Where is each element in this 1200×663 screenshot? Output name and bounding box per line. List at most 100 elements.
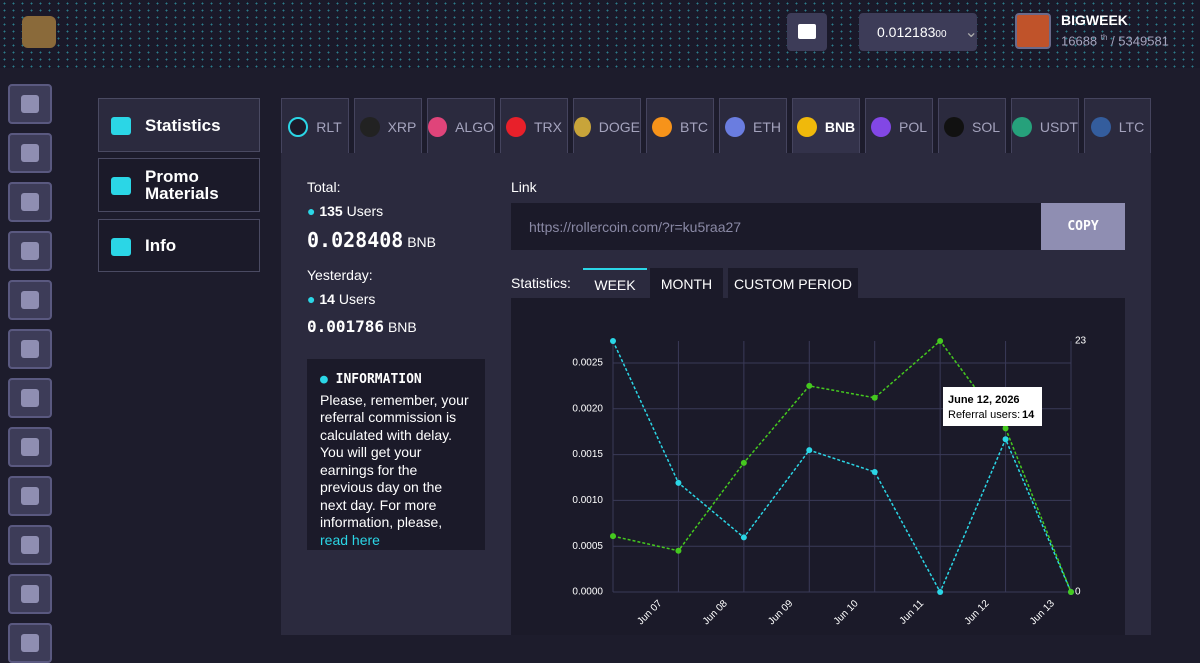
currency-tab[interactable]: BNB [792, 98, 860, 155]
y2-tick-label: 0 [1075, 587, 1081, 598]
currency-tab[interactable]: SOL [938, 98, 1006, 154]
coin-icon [428, 116, 448, 137]
x-tick-label: Jun 12 [963, 598, 992, 627]
avatar[interactable] [1015, 13, 1051, 49]
currency-tab[interactable]: TRX [500, 98, 568, 154]
coin-icon [870, 116, 891, 137]
coin-icon [1012, 116, 1032, 137]
icon [21, 95, 39, 113]
total-users: ● 135 Users [307, 203, 384, 219]
coin-icon [725, 116, 745, 137]
currency-tab[interactable]: LTC [1084, 98, 1151, 154]
data-point [1002, 425, 1009, 432]
logo[interactable] [22, 16, 56, 48]
total-unit: BNB [407, 234, 437, 250]
series-line [612, 339, 1072, 593]
data-point [610, 338, 616, 344]
username: BIGWEEK [1061, 12, 1128, 28]
information-box: ● INFORMATION Please, remember, your ref… [307, 359, 485, 550]
data-point [937, 589, 944, 595]
section-tab[interactable]: Statistics [98, 98, 260, 152]
yesterday-amount: 0.001786 BNB [307, 317, 417, 336]
currency-label: BTC [680, 118, 708, 135]
currency-tab[interactable]: BTC [646, 98, 714, 154]
data-point [806, 382, 813, 389]
coin-icon [506, 116, 526, 137]
data-point [1068, 589, 1074, 595]
nav-icon[interactable] [8, 476, 52, 516]
currency-tab[interactable]: XRP [354, 98, 422, 154]
data-point [806, 447, 813, 454]
nav-icon[interactable] [8, 525, 52, 565]
nav-icon[interactable] [8, 427, 52, 467]
series-line [612, 340, 1072, 594]
statistics-label: Statistics: [511, 275, 571, 291]
period-tab[interactable]: CUSTOM PERIOD [728, 268, 858, 299]
rank-total: / 5349581 [1111, 33, 1169, 49]
yesterday-users: ● 14 Users [307, 291, 376, 307]
currency-tab[interactable]: ALGO [427, 98, 495, 154]
period-tab[interactable]: WEEK [583, 268, 647, 299]
yesterday-amount-value: 0.001786 [307, 317, 385, 336]
x-tick-label: Jun 10 [832, 598, 861, 627]
currency-label: LTC [1118, 118, 1145, 135]
coin-icon [652, 116, 672, 137]
coin-icon [796, 117, 817, 137]
icon [21, 193, 39, 211]
information-link[interactable]: read here [320, 531, 380, 548]
tooltip-value: 14 [1022, 409, 1035, 421]
currency-tab[interactable]: DOGE [573, 98, 641, 154]
tab-icon [111, 117, 131, 135]
period-tab[interactable]: MONTH [650, 268, 723, 299]
tab-icon [111, 177, 131, 195]
yesterday-users-label: Users [338, 291, 376, 307]
tab-label: Info [145, 236, 177, 255]
x-tick-label: Jun 09 [766, 598, 795, 627]
tooltip-label: Referral users: [948, 409, 1020, 421]
nav-icon[interactable] [8, 623, 52, 663]
nav-icon[interactable] [8, 280, 52, 320]
y-tick-label: 0.0015 [572, 449, 603, 460]
tooltip [943, 387, 1042, 426]
data-point [937, 338, 944, 344]
header: 0.01218300 ⌄ BIGWEEK 16688 th / 5349581 [0, 0, 1200, 68]
yesterday-label: Yesterday: [307, 267, 373, 283]
total-users-label: Users [346, 203, 384, 219]
section-tab[interactable]: Promo Materials [98, 158, 260, 212]
balance-small: 00 [935, 29, 947, 40]
total-users-count: 135 [319, 203, 343, 219]
currency-tab[interactable]: POL [865, 98, 933, 154]
x-tick-label: Jun 08 [701, 598, 730, 627]
currency-label: RLT [316, 118, 342, 135]
nav-icon[interactable] [8, 84, 52, 124]
copy-button[interactable]: COPY [1041, 203, 1125, 250]
balance: 0.012183 [877, 24, 936, 40]
nav-icon[interactable] [8, 133, 52, 173]
currency-tab[interactable]: RLT [281, 98, 349, 154]
section-tab[interactable]: Info [98, 219, 260, 272]
y-tick-label: 0.0010 [572, 495, 603, 506]
nav-icon[interactable] [8, 574, 52, 614]
balance-selector[interactable]: 0.01218300 ⌄ [859, 13, 978, 51]
icon [21, 585, 39, 603]
nav-icon[interactable] [8, 182, 52, 222]
icon [21, 487, 39, 505]
nav-icon[interactable] [8, 231, 52, 271]
x-tick-label: Jun 11 [898, 598, 927, 627]
tooltip-title: June 12, 2026 [948, 394, 1020, 406]
currency-label: SOL [971, 118, 1000, 135]
currency-label: ALGO [455, 118, 494, 135]
icon [21, 340, 39, 358]
currency-tab[interactable]: ETH [719, 98, 787, 154]
nav-icon[interactable] [8, 329, 52, 369]
wallet-button[interactable] [787, 13, 827, 51]
information-title: INFORMATION [335, 372, 422, 387]
y-tick-label: 0.0025 [572, 358, 603, 369]
currency-tab[interactable]: USDT [1011, 98, 1079, 154]
currency-label: POL [898, 118, 927, 135]
nav-icon[interactable] [8, 378, 52, 418]
y2-tick-label: 23 [1075, 336, 1087, 347]
link-input[interactable]: https://rollercoin.com/?r=ku5raa27 [511, 203, 1041, 250]
currency-label: XRP [387, 118, 417, 135]
data-point [871, 394, 878, 401]
